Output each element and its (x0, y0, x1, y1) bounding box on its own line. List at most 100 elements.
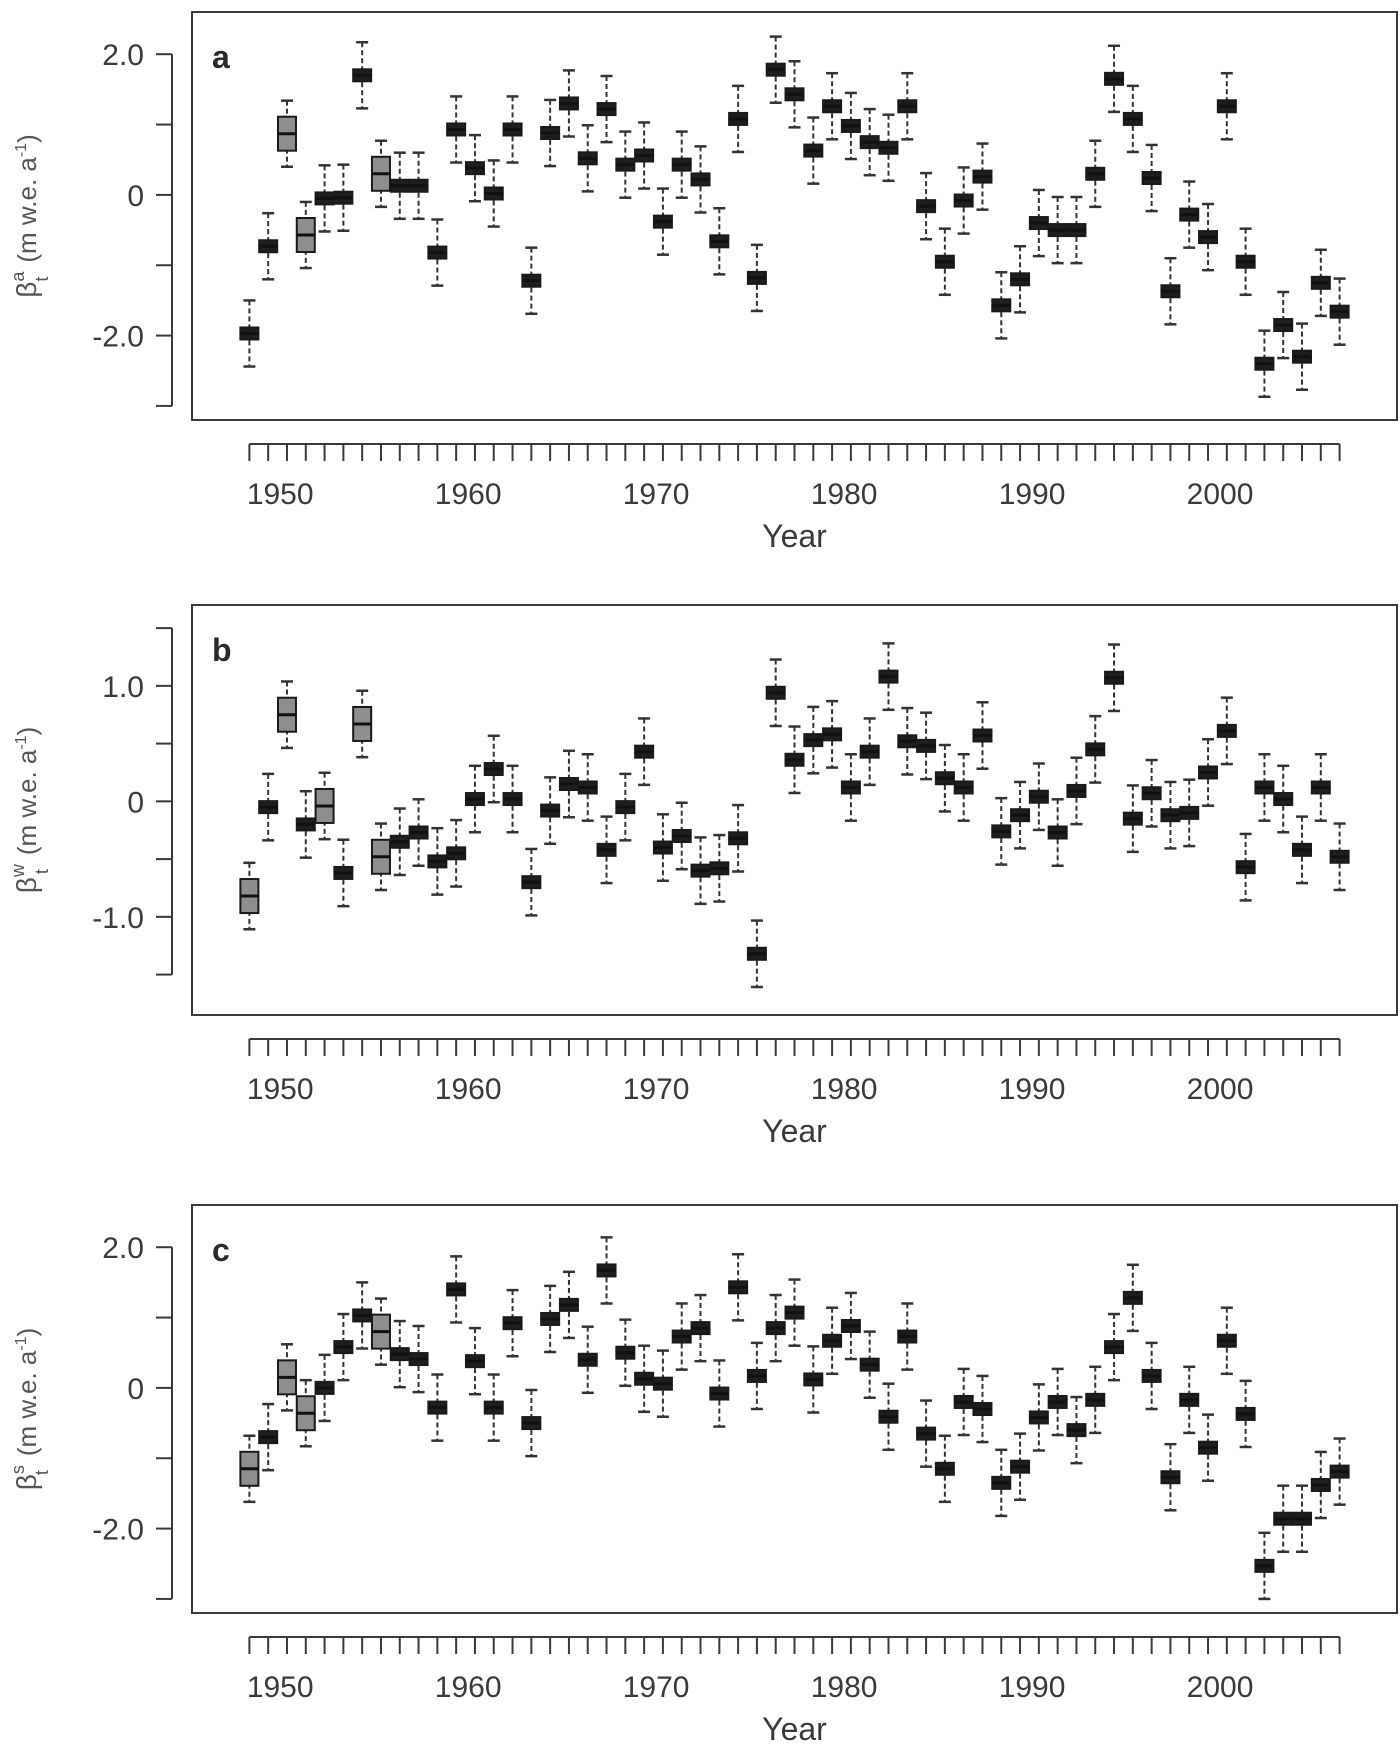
box-2001 (1216, 696, 1237, 766)
x-tick-label: 1970 (623, 478, 690, 511)
box-1949 (239, 861, 260, 931)
box-2005 (1292, 322, 1313, 392)
y-axis-label-base: β (11, 877, 42, 893)
box-1955 (352, 40, 373, 110)
box-1974 (709, 833, 730, 903)
box-1954 (333, 163, 354, 233)
box-1955 (352, 689, 373, 759)
box-2004 (1273, 764, 1294, 834)
box-1978 (784, 59, 805, 129)
box-1968 (596, 815, 617, 885)
box-1976 (746, 243, 767, 313)
box-1952 (295, 789, 316, 859)
box-2005 (1292, 1484, 1313, 1554)
x-tick-label: 1990 (999, 478, 1066, 511)
box-1976 (746, 1341, 767, 1411)
box-1972 (671, 130, 692, 199)
box-1984 (897, 706, 918, 776)
y-axis-label-sup: w (8, 863, 28, 878)
box-1961 (464, 764, 485, 834)
box-1950 (258, 211, 279, 281)
box-1995 (1104, 44, 1125, 114)
box-2002 (1235, 1379, 1256, 1449)
x-tick-label: 1990 (999, 1671, 1066, 1704)
box-1952 (295, 1378, 316, 1448)
x-tick-label: 1960 (435, 1073, 502, 1106)
y-axis-label: βs t (m w.e. a-1) (8, 1328, 52, 1491)
box-1989 (991, 271, 1012, 340)
box-1965 (540, 776, 561, 846)
x-tick-label: 1970 (623, 1671, 690, 1704)
box-1991 (1028, 188, 1049, 258)
box-1971 (652, 813, 673, 883)
box-1953 (314, 164, 335, 233)
x-tick-label: 1950 (247, 1073, 314, 1106)
box-1992 (1047, 798, 1068, 867)
box-1992 (1047, 195, 1068, 265)
box-1955 (352, 1281, 373, 1350)
y-tick-label: 1.0 (102, 671, 144, 704)
box-1961 (464, 1326, 485, 1396)
y-axis-label-units-sup: -1 (13, 735, 30, 749)
y-axis-label-units-sup: -1 (13, 143, 30, 157)
box-1984 (897, 71, 918, 141)
box-1991 (1028, 762, 1049, 832)
y-tick-label: 0 (127, 180, 144, 213)
box-2000 (1198, 737, 1219, 807)
box-1985 (916, 1399, 937, 1468)
box-1953 (314, 771, 335, 841)
box-1998 (1160, 780, 1181, 850)
box-1978 (784, 725, 805, 795)
box-1994 (1085, 714, 1106, 784)
box-1957 (389, 807, 410, 877)
box-1979 (803, 705, 824, 775)
box-2004 (1273, 1484, 1294, 1554)
box-1983 (878, 113, 899, 183)
box-1979 (803, 1345, 824, 1414)
box-1965 (540, 98, 561, 168)
plot-frame (191, 604, 1398, 1016)
box-2002 (1235, 832, 1256, 902)
box-1954 (333, 838, 354, 908)
box-1966 (558, 69, 579, 138)
y-axis-label: βa t (m w.e. a-1) (8, 134, 52, 298)
box-2002 (1235, 227, 1256, 297)
box-1991 (1028, 1383, 1049, 1452)
x-axis-label: Year (762, 1711, 827, 1747)
box-1988 (972, 701, 993, 770)
box-2006 (1310, 248, 1331, 318)
box-1982 (859, 717, 880, 787)
box-1957 (389, 151, 410, 221)
box-1970 (634, 121, 655, 190)
y-axis-label-units-sup: -1 (13, 1336, 30, 1350)
x-tick-label: 1960 (435, 1671, 502, 1704)
box-1964 (521, 246, 542, 316)
box-1999 (1179, 778, 1200, 848)
box-1999 (1179, 180, 1200, 249)
box-1996 (1122, 1263, 1143, 1333)
box-2006 (1310, 753, 1331, 822)
box-1972 (671, 1302, 692, 1371)
box-1990 (1010, 780, 1031, 850)
box-2004 (1273, 290, 1294, 360)
box-1994 (1085, 139, 1106, 209)
box-1993 (1066, 195, 1087, 265)
box-1981 (840, 753, 861, 822)
box-1981 (840, 1291, 861, 1361)
box-1967 (577, 753, 598, 822)
box-1951 (276, 680, 297, 750)
box-1970 (634, 717, 655, 787)
box-1997 (1141, 143, 1162, 213)
box-2003 (1254, 1531, 1275, 1601)
y-axis-label-sup: a (8, 271, 28, 282)
box-1996 (1122, 84, 1143, 154)
box-2003 (1254, 753, 1275, 822)
box-1982 (859, 1330, 880, 1399)
x-axis-label: Year (762, 1113, 827, 1149)
box-1963 (502, 95, 523, 164)
box-1977 (765, 658, 786, 728)
box-1983 (878, 1382, 899, 1452)
box-1974 (709, 207, 730, 276)
box-1968 (596, 74, 617, 144)
box-1973 (690, 1293, 711, 1363)
